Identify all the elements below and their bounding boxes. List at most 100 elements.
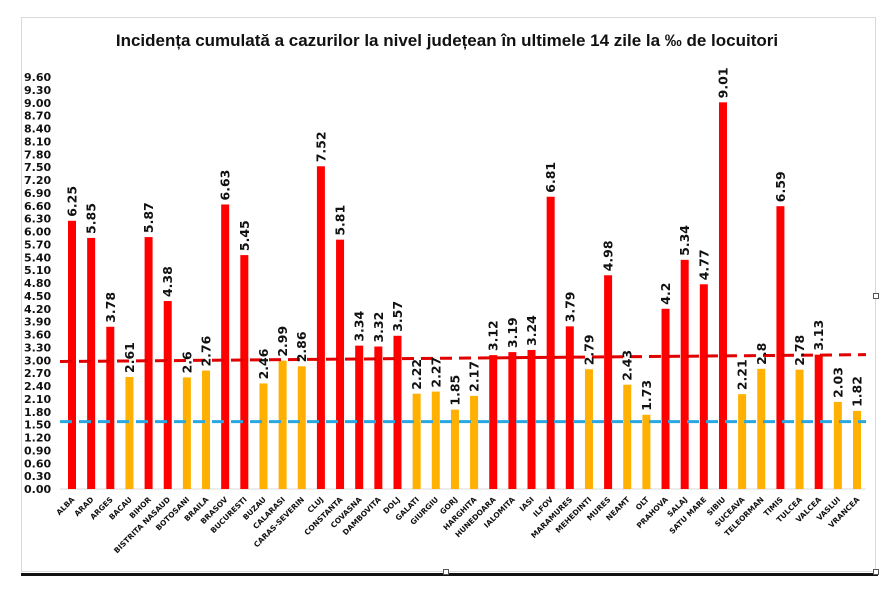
y-tick-label: 8.10 [24,135,51,148]
bar-alba [68,220,76,490]
value-label: 5.87 [141,202,156,233]
bar-braila [202,370,211,489]
y-tick-label: 5.10 [24,264,51,277]
bar-sibiu [718,102,727,489]
bar-timis [776,206,785,489]
value-label: 3.78 [103,292,118,323]
y-tick-label: 2.40 [24,380,51,393]
value-label: 6.25 [65,186,80,217]
chart-frame[interactable] [21,17,876,572]
y-tick-label: 6.00 [24,226,51,239]
bar-bacau [125,376,134,489]
value-label: 4.38 [160,266,175,297]
value-label: 6.59 [773,171,788,202]
bar-suceava [738,394,747,489]
y-tick-label: 3.00 [24,354,51,367]
bar-iasi [527,349,536,489]
bar-galati [412,393,421,489]
y-tick-label: 9.00 [24,97,51,110]
red-threshold-line [59,353,867,364]
bar-ialomita [508,352,517,489]
value-label: 2.99 [275,326,290,357]
y-tick-label: 7.50 [24,161,51,174]
y-tick-label: 9.60 [24,71,51,84]
bar-neamt [623,384,632,489]
bar-teleorman [757,368,766,489]
y-tick-label: 3.90 [24,316,51,329]
y-tick-label: 1.80 [24,406,51,419]
value-labels: 6.25 5.85 3.78 2.61 5.87 4.38 2.6 2.76 6.63 5.45 2… [65,67,865,410]
bar-olt [642,414,651,489]
bar-constanta [336,239,345,489]
y-tick-label: 8.70 [24,110,51,123]
y-tick-label: 6.60 [24,200,51,213]
y-tick-label: 7.80 [24,148,51,161]
value-label: 5.45 [237,220,252,251]
resize-handle-corner[interactable] [873,569,879,575]
value-label: 3.12 [486,320,501,351]
bar-vaslui [833,401,842,489]
bar-covasna [355,345,364,489]
value-label: 2.6 [179,351,194,373]
y-tick-label: 5.70 [24,238,51,251]
value-label: 4.2 [658,283,673,305]
bar-prahova [661,308,670,489]
y-tick-label: 4.20 [24,303,51,316]
bar-cluj [316,166,325,489]
y-tick-label: 4.80 [24,277,51,290]
y-tick-label: 8.40 [24,123,51,136]
bar-brasov [221,204,230,489]
value-label: 6.81 [543,162,558,193]
value-label: 2.17 [467,361,482,392]
bar-salaj [680,259,689,489]
bar-satu-mare [699,284,708,489]
value-label: 2.46 [256,348,271,379]
y-tick-label: 0.60 [24,457,51,470]
bar-buzau [259,383,268,489]
value-label: 2.86 [294,331,309,362]
value-label: 2.79 [581,334,596,365]
value-label: 2.03 [830,367,845,398]
y-tick-label: 5.40 [24,251,51,264]
y-tick-label: 2.10 [24,393,51,406]
value-label: 2.43 [620,350,635,381]
bar-giurgiu [431,391,440,489]
bar-valcea [814,354,823,489]
y-tick-label: 0.90 [24,444,51,457]
bar-dolj [393,335,402,489]
y-tick-label: 1.20 [24,432,51,445]
y-tick-label: 0.30 [24,470,51,483]
y-tick-label: 6.90 [24,187,51,200]
value-label: 3.79 [562,292,577,323]
chart-title: Incidența cumulată a cazurilor la nivel … [116,31,778,50]
value-label: 3.57 [390,301,405,332]
y-axis: 0.000.300.600.901.201.501.802.102.402.70… [24,71,51,496]
bar-mehedinti [584,369,593,489]
bar-arad [87,237,96,489]
y-tick-label: 2.70 [24,367,51,380]
bar-arges [106,326,115,489]
value-label: 7.52 [313,131,328,162]
bar-calarasi [278,360,287,489]
value-label: 3.32 [371,312,386,343]
value-label: 1.85 [447,375,462,406]
y-tick-label: 1.50 [24,419,51,432]
value-label: 2.61 [122,342,137,373]
value-label: 2.76 [199,335,214,366]
bars [68,102,861,490]
y-tick-label: 4.50 [24,290,51,303]
resize-handle-right[interactable] [873,293,879,299]
y-tick-label: 6.30 [24,213,51,226]
value-label: 3.13 [811,320,826,351]
reference-lines [59,353,867,424]
value-label: 5.85 [84,203,99,234]
resize-handle-bottom[interactable] [443,569,449,575]
bar-harghita [470,395,479,489]
value-label: 2.27 [428,357,443,388]
value-label: 4.77 [696,249,711,280]
bottom-rule [21,573,878,576]
bar-tulcea [795,369,804,489]
value-label: 5.81 [333,205,348,236]
